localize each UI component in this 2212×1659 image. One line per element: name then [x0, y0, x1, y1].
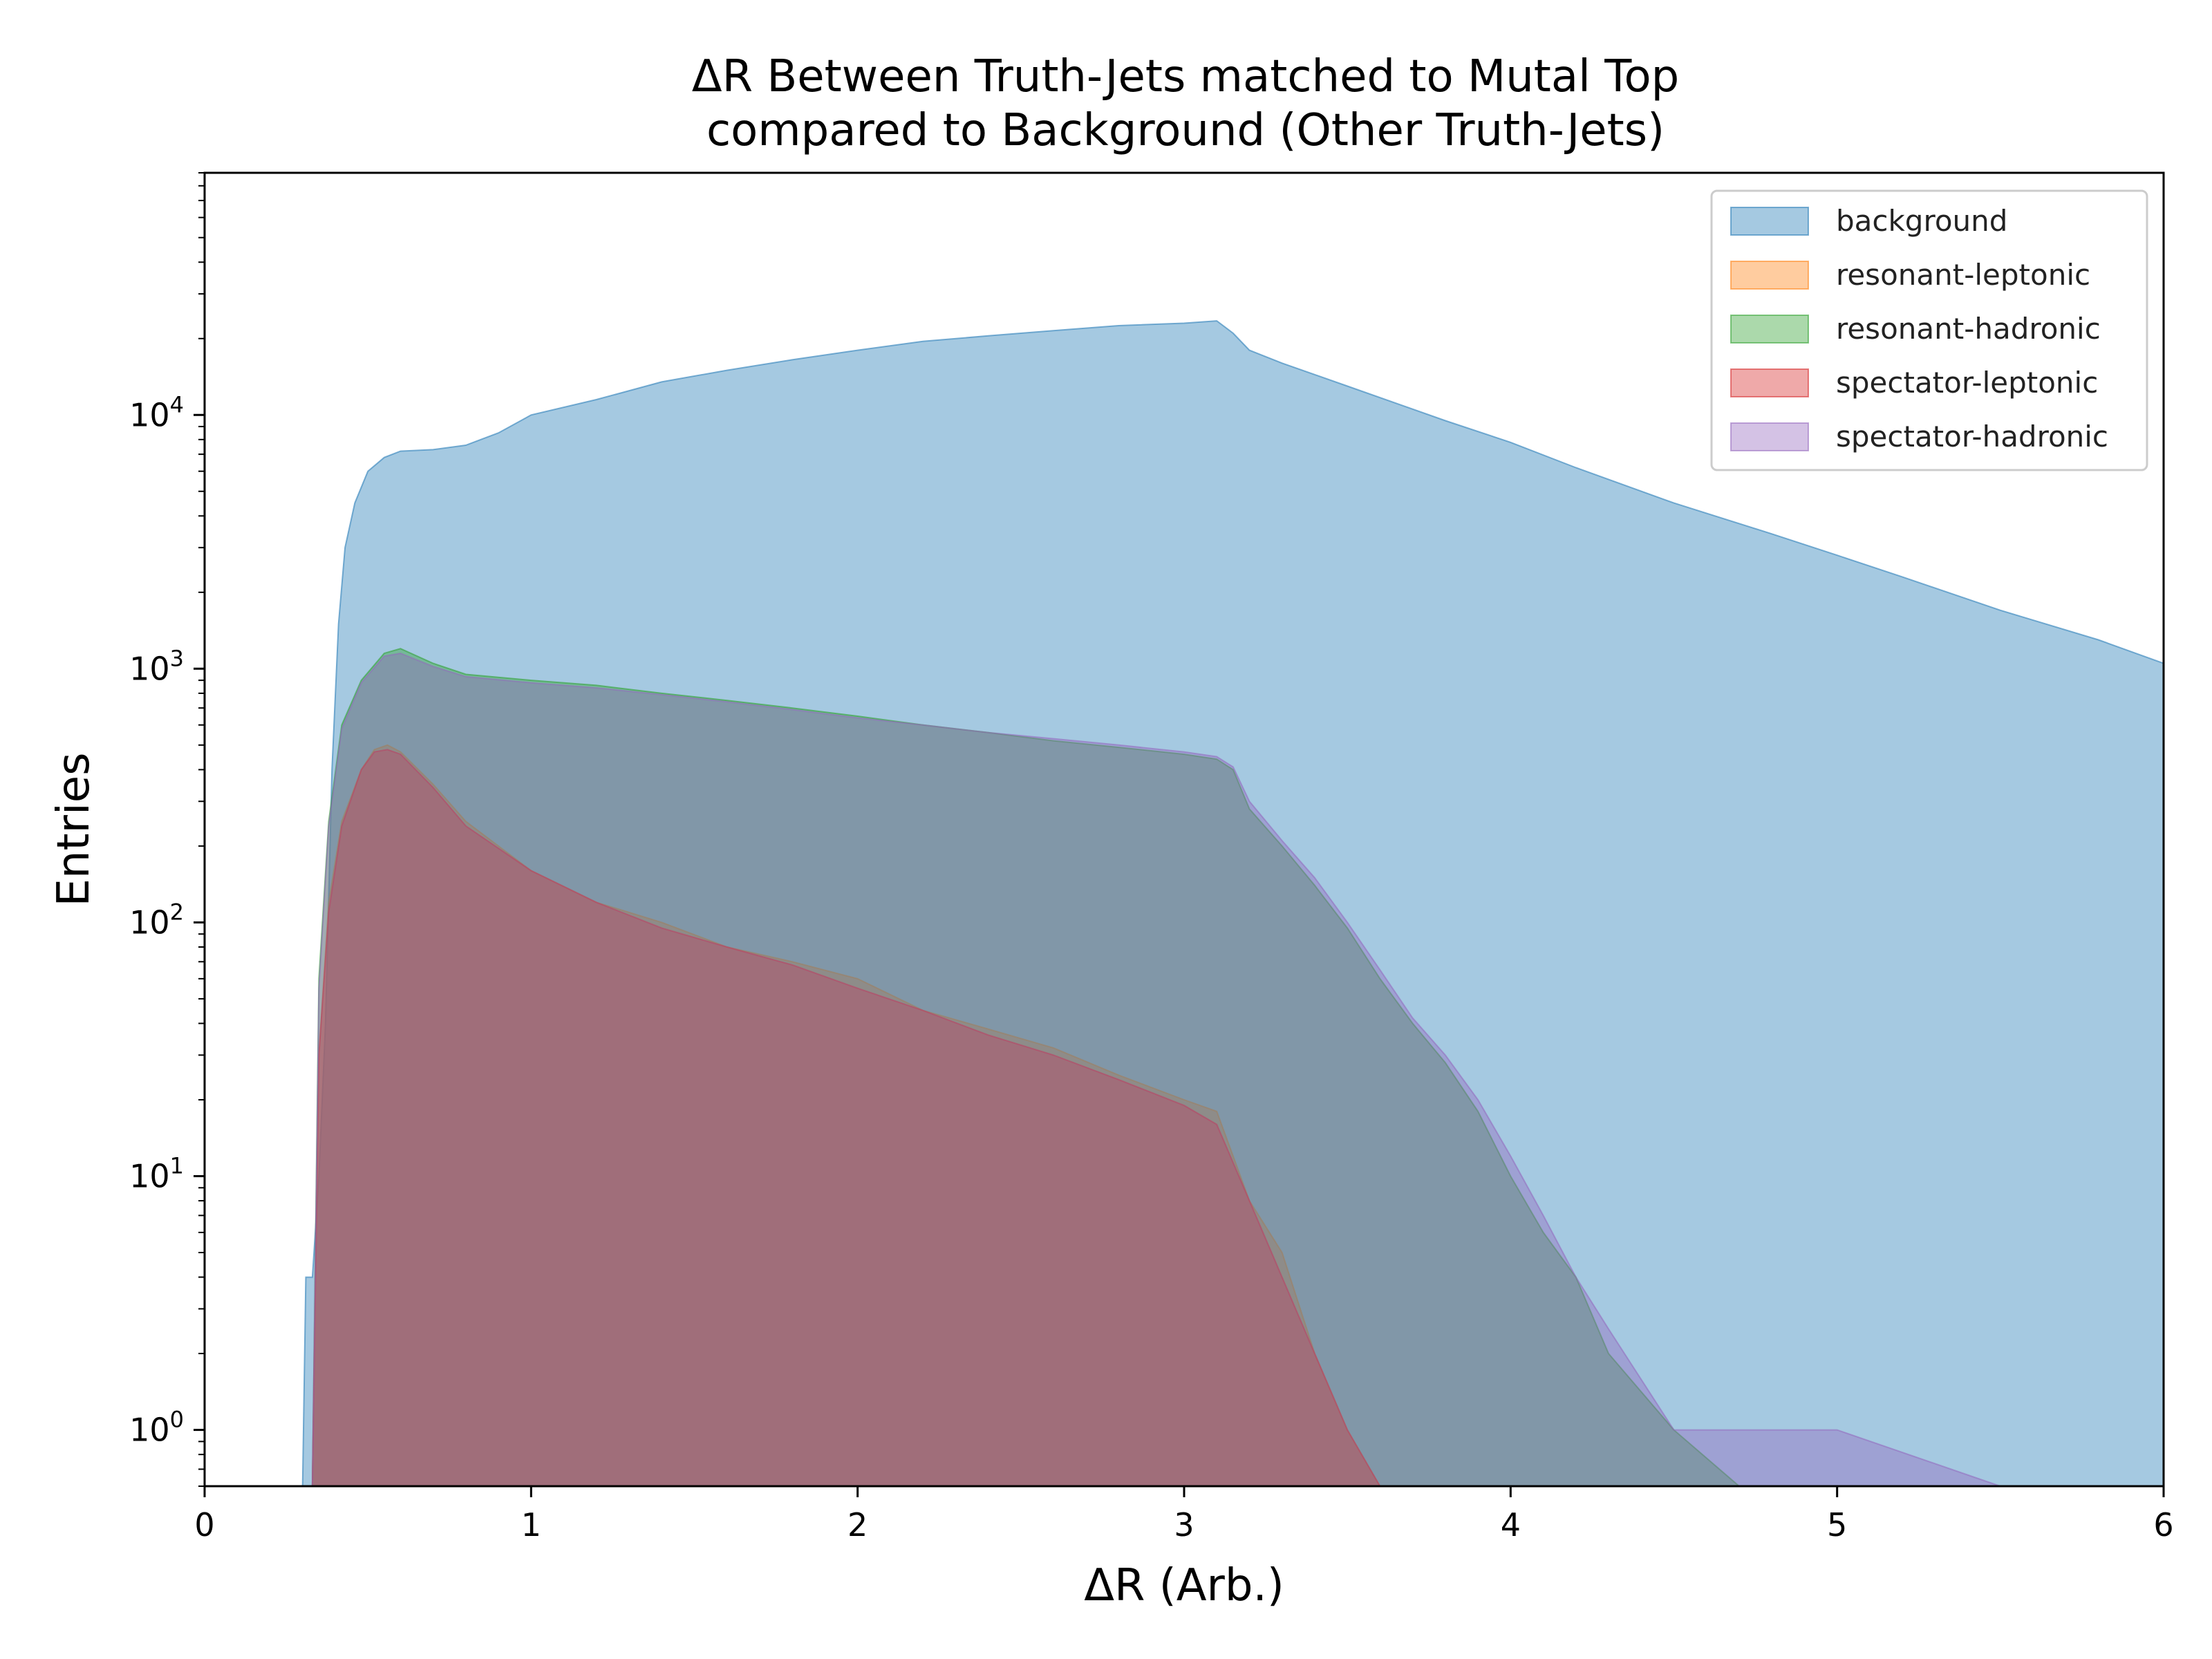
chart-title: ΔR Between Truth-Jets matched to Mutal T… — [692, 51, 1679, 102]
x-tick-label: 3 — [1174, 1506, 1194, 1544]
y-tick-label: 103 — [129, 645, 184, 687]
legend-swatch-background — [1730, 207, 1809, 236]
legend-label-spectator-hadronic: spectator-hadronic — [1836, 420, 2108, 453]
legend-swatch-resonant-leptonic — [1730, 261, 1809, 290]
y-tick-label: 104 — [129, 391, 184, 433]
legend-swatch-spectator-leptonic — [1730, 368, 1809, 397]
x-tick-label: 0 — [194, 1506, 214, 1544]
legend-label-resonant-hadronic: resonant-hadronic — [1836, 312, 2101, 346]
x-tick-label: 2 — [847, 1506, 868, 1544]
legend: background resonant-leptonic resonant-hadr… — [1710, 189, 2148, 471]
series-spectator-hadronic — [311, 653, 2001, 1487]
y-axis: 100 101 102 103 104 — [129, 172, 205, 1487]
series-layer — [301, 320, 2164, 1487]
legend-label-background: background — [1836, 204, 2007, 238]
x-tick-label: 4 — [1501, 1506, 1521, 1544]
series-background — [301, 320, 2164, 1487]
y-tick-label: 100 — [129, 1407, 184, 1449]
series-resonant-hadronic — [311, 648, 1741, 1487]
x-axis: 0 1 2 3 4 5 6 — [194, 1486, 2174, 1544]
x-axis-label: ΔR (Arb.) — [1084, 1560, 1284, 1611]
x-tick-label: 5 — [1827, 1506, 1847, 1544]
x-tick-label: 1 — [521, 1506, 541, 1544]
y-axis-label: Entries — [48, 753, 100, 907]
series-spectator-leptonic — [311, 749, 1382, 1487]
legend-swatch-spectator-hadronic — [1730, 422, 1809, 451]
legend-frame — [1710, 189, 2148, 471]
x-tick-label: 6 — [2153, 1506, 2173, 1544]
y-tick-label: 102 — [129, 899, 184, 941]
y-tick-label: 101 — [129, 1152, 184, 1194]
legend-label-spectator-leptonic: spectator-leptonic — [1836, 366, 2098, 400]
chart-subtitle: compared to Background (Other Truth-Jets… — [706, 105, 1665, 156]
legend-swatch-resonant-hadronic — [1730, 315, 1809, 344]
legend-label-resonant-leptonic: resonant-leptonic — [1836, 258, 2090, 292]
